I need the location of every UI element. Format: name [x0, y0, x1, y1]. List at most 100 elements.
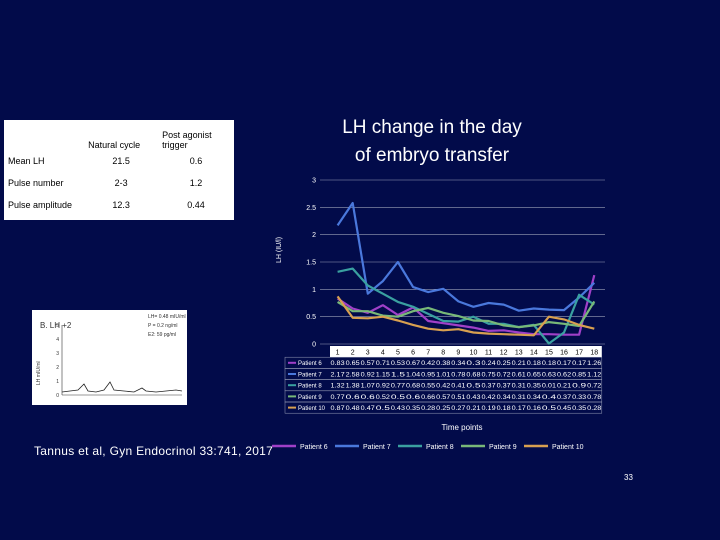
legend-label: Patient 6 [300, 444, 328, 451]
inset-notes: LH= 0.48 mIU/ml P = 0.2 ng/ml E2: 59 pg/ml [148, 314, 186, 338]
data-value-label: 0.37 [557, 395, 572, 401]
data-value-label: 1.04 [406, 372, 421, 378]
data-value-label: 0.92 [376, 384, 391, 390]
data-value-label: 0.75 [482, 372, 497, 378]
legend-label: Patient 7 [363, 444, 391, 451]
inset-background [32, 310, 187, 405]
data-value-label: 0.55 [421, 384, 436, 390]
table-header-row: Natural cycle Post agonist trigger [4, 120, 234, 150]
data-value-label: 0.67 [406, 361, 421, 367]
data-value-label: 0.68 [466, 372, 481, 378]
data-value-label: 1.38 [346, 384, 361, 390]
data-value-label: 0.28 [421, 406, 436, 412]
data-value-label: 1.12 [587, 372, 602, 378]
data-value-label: 0.57 [436, 395, 451, 401]
page-number: 33 [624, 473, 633, 482]
data-value-label: 0.51 [451, 395, 466, 401]
x-tick-label: 18 [590, 350, 598, 357]
chart-title-line-1: LH change in the day [342, 117, 522, 138]
inset-y-tick: 1 [56, 379, 59, 385]
data-value-label: 0.78 [451, 372, 466, 378]
table-header-natural-cycle: Natural cycle [88, 140, 141, 150]
data-value-label: 0.85 [572, 372, 587, 378]
row-series-name: Patient 7 [298, 372, 322, 378]
data-value-label: 0.01 [542, 384, 557, 390]
data-value-label: 2.58 [346, 372, 361, 378]
data-value-label: 0.77 [391, 384, 406, 390]
data-value-label: 0.5 [391, 395, 406, 401]
series-line-patient-6 [336, 274, 596, 336]
x-tick-label: 4 [381, 350, 385, 357]
data-value-label: 0.18 [542, 361, 557, 367]
hormone-comparison-table: Natural cycle Post agonist trigger Mean … [4, 120, 234, 220]
data-value-label: 0.31 [512, 384, 527, 390]
data-value-label: 1.07 [361, 384, 376, 390]
chart-title-line-2: of embryo transfer [355, 145, 510, 166]
data-value-label: 0.33 [572, 395, 587, 401]
inset-note: E2: 59 pg/ml [148, 332, 176, 338]
data-value-label: 0.92 [361, 372, 376, 378]
y-tick-label: 1 [312, 287, 316, 294]
legend-label: Patient 10 [552, 444, 584, 451]
data-value-label: 0.27 [451, 406, 466, 412]
data-value-label: 0.83 [331, 361, 346, 367]
inset-y-tick: 4 [56, 337, 59, 343]
y-axis-label: LH (IU/l) [276, 237, 283, 263]
data-value-label: 0.4 [542, 395, 557, 401]
data-value-label: 0.48 [346, 406, 361, 412]
y-tick-label: 0 [312, 342, 316, 349]
inset-y-label: LH mIU/ml [36, 361, 42, 385]
data-value-label: 0.3 [466, 361, 481, 367]
data-value-label: 1.5 [391, 372, 406, 378]
row-series-name: Patient 9 [298, 395, 322, 401]
data-value-label: 0.57 [361, 361, 376, 367]
data-value-label: 1.01 [436, 372, 451, 378]
lh-pulse-inset-image: B. LH +2 LH mIU/ml 0 1 2 3 4 5 LH= 0.48 mIU/m… [32, 310, 187, 405]
x-axis-label: Time points [441, 423, 482, 432]
data-value-label: 0.87 [331, 406, 346, 412]
inset-note: LH= 0.48 mIU/ml [148, 314, 186, 320]
x-tick-label: 15 [545, 350, 553, 357]
x-tick-label: 11 [485, 350, 492, 357]
data-value-label: 1.26 [587, 361, 602, 367]
agonist-value: 0.6 [189, 156, 203, 166]
data-value-label: 0.31 [512, 395, 527, 401]
y-tick-label: 0.5 [306, 314, 316, 321]
natural-value: 12.3 [112, 200, 130, 210]
x-tick-label: 6 [411, 350, 415, 357]
row-series-name: Patient 6 [298, 361, 322, 367]
series-line-patient-8 [337, 267, 595, 345]
data-value-label: 0.43 [391, 406, 406, 412]
data-value-label: 0.16 [527, 406, 542, 412]
data-value-label: 0.72 [497, 372, 512, 378]
data-value-label: 0.35 [572, 406, 587, 412]
y-tick-label: 2 [312, 232, 316, 239]
data-value-label: 0.68 [406, 384, 421, 390]
x-tick-label: 14 [530, 350, 538, 357]
data-value-label: 0.63 [542, 372, 557, 378]
chart-legend: Patient 6 Patient 7 Patient 8 Patient 9 Pati… [272, 444, 584, 451]
data-value-label: 0.45 [557, 406, 572, 412]
x-tick-label: 1 [336, 350, 340, 357]
data-value-label: 0.53 [391, 361, 406, 367]
x-tick-label: 7 [426, 350, 430, 357]
series-line-patient-7 [336, 201, 596, 312]
legend-label: Patient 8 [426, 444, 454, 451]
x-tick-label: 3 [366, 350, 370, 357]
data-value-label: 0.62 [557, 372, 572, 378]
x-tick-label: 2 [351, 350, 355, 357]
data-value-label: 0.19 [482, 406, 497, 412]
inset-panel-label: B. LH +2 [40, 321, 72, 330]
agonist-value: 1.2 [189, 178, 203, 188]
data-value-label: 0.65 [346, 361, 361, 367]
data-value-label: 0.65 [527, 372, 542, 378]
data-value-label: 0.78 [587, 395, 602, 401]
data-value-label: 0.5 [376, 406, 391, 412]
data-value-label: 0.52 [376, 395, 391, 401]
data-value-label: 2.17 [331, 372, 346, 378]
data-value-label: 0.21 [466, 406, 481, 412]
row-label: Pulse amplitude [8, 200, 73, 210]
data-value-label: 0.42 [482, 395, 497, 401]
